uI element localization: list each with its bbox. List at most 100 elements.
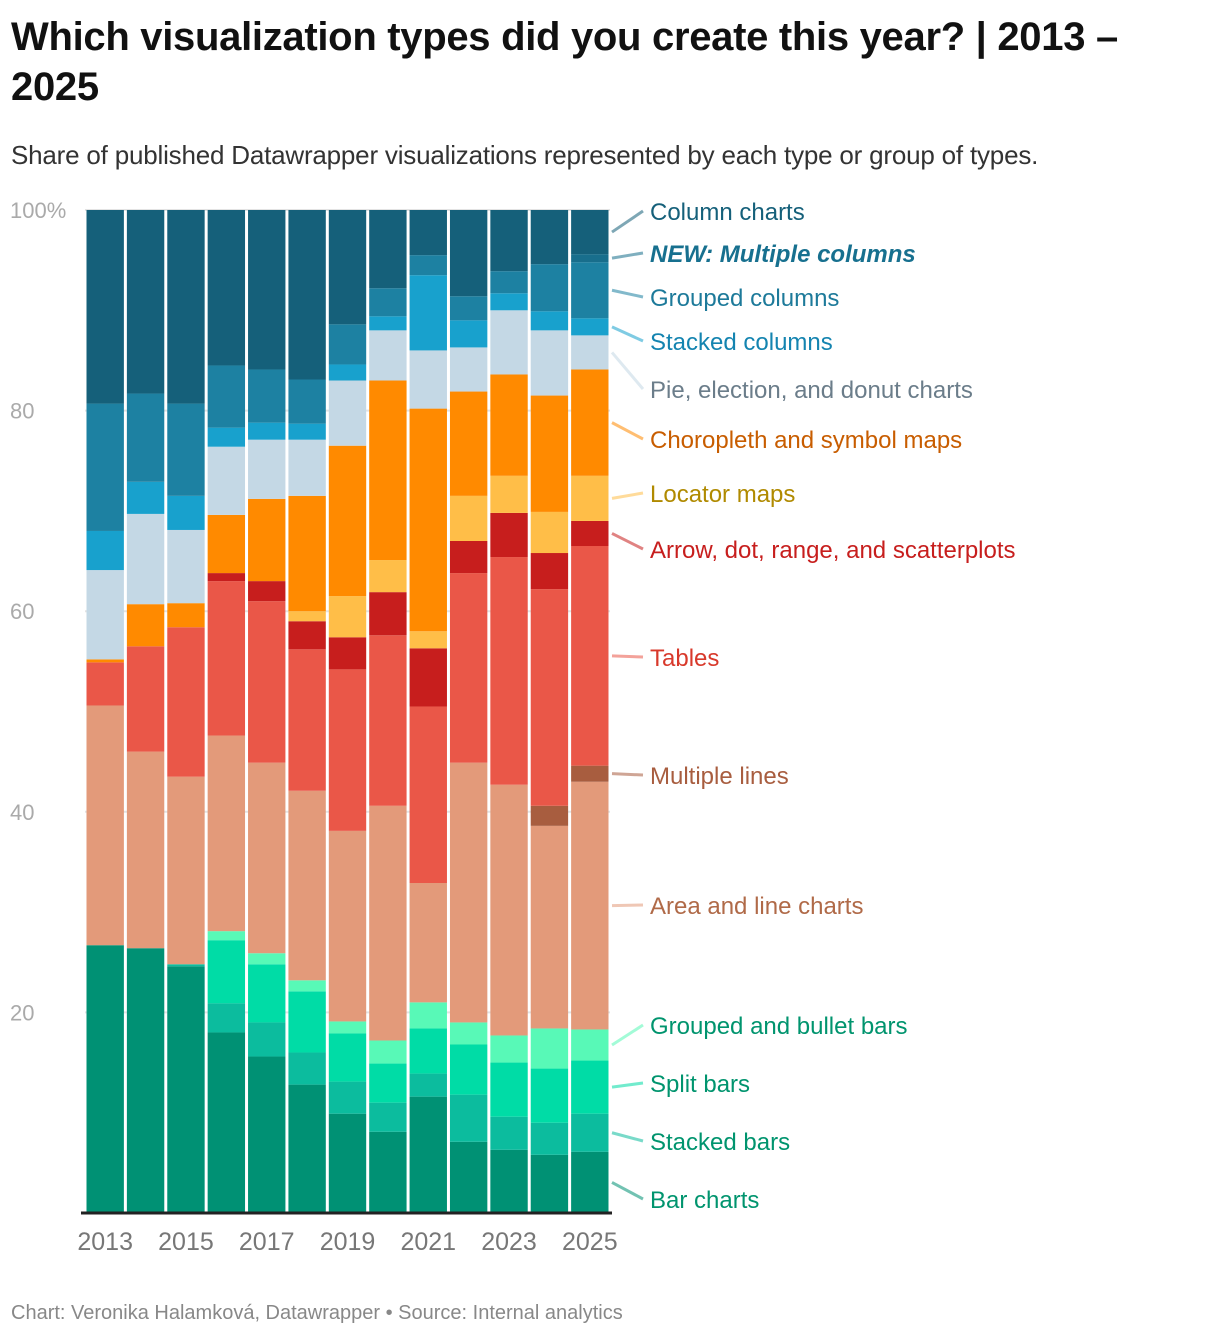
bar-segment xyxy=(86,945,124,1213)
bar-segment xyxy=(248,601,286,763)
bar-segment xyxy=(207,427,246,447)
bar-segment xyxy=(207,940,246,1004)
bar-segment xyxy=(288,649,326,791)
label-connector xyxy=(611,1023,644,1047)
bar-segment xyxy=(248,964,286,1023)
bar-segment xyxy=(369,210,407,289)
series-label: Stacked bars xyxy=(650,1129,790,1156)
y-tick-label: 60 xyxy=(10,599,34,624)
label-connector xyxy=(611,654,644,659)
label-connector xyxy=(611,903,644,908)
bar-segment xyxy=(288,423,326,440)
series-label: Grouped and bullet bars xyxy=(650,1013,908,1040)
bar-segment xyxy=(86,705,124,946)
bar-segment xyxy=(167,627,205,777)
bar-segment xyxy=(369,1063,407,1103)
y-tick-label: 40 xyxy=(10,800,34,825)
bar-segment xyxy=(369,592,407,636)
bar-segment xyxy=(571,781,609,1030)
bar-segment xyxy=(530,264,569,312)
bar-segment xyxy=(288,379,326,424)
bar-segment xyxy=(571,520,609,547)
bar-segment xyxy=(530,311,569,331)
bar-segment xyxy=(167,603,205,628)
bar-segment xyxy=(248,1022,286,1057)
bar-segment xyxy=(248,210,286,370)
bar-segment xyxy=(167,964,205,967)
series-label: Grouped columns xyxy=(650,285,839,312)
label-connector xyxy=(611,251,644,260)
bar-segment xyxy=(328,1033,367,1082)
bar-segment xyxy=(288,980,326,992)
bar-segment xyxy=(449,762,488,1023)
bar-segment xyxy=(490,210,528,272)
bar-segment xyxy=(409,255,447,276)
bar-segment xyxy=(530,1122,569,1155)
bar-segment xyxy=(288,210,326,380)
bar-segment xyxy=(328,324,367,365)
y-tick-label: 20 xyxy=(10,1000,34,1025)
bar-segment xyxy=(449,1022,488,1045)
label-connector xyxy=(611,772,644,777)
label-connector xyxy=(610,351,645,390)
label-connector xyxy=(611,1181,644,1201)
bar-segment xyxy=(328,445,367,597)
bar-segment xyxy=(328,380,367,446)
bar-segment xyxy=(207,931,246,941)
bar-segment xyxy=(449,573,488,763)
bar-segment xyxy=(328,1113,367,1213)
chart-subtitle: Share of published Datawrapper visualiza… xyxy=(11,140,1039,170)
bar-segment xyxy=(409,210,447,256)
bar-segment xyxy=(490,271,528,294)
bar-segment xyxy=(369,1040,407,1064)
bar-segment xyxy=(571,335,609,370)
bar-segment xyxy=(248,762,286,954)
series-label: Tables xyxy=(650,645,719,672)
series-label: Pie, election, and donut charts xyxy=(650,377,973,404)
x-tick-label: 2023 xyxy=(481,1228,537,1256)
bar-segment xyxy=(409,1028,447,1074)
bar-segment xyxy=(571,1151,609,1213)
bar-segment xyxy=(490,512,528,558)
label-connector xyxy=(611,209,644,234)
series-label: Choropleth and symbol maps xyxy=(650,427,962,454)
bar-segment xyxy=(530,330,569,396)
bar-segment xyxy=(490,784,528,1036)
bar-segment xyxy=(571,1113,609,1152)
bar-segment xyxy=(571,254,609,263)
y-tick-label: 80 xyxy=(10,399,34,424)
bar-segment xyxy=(449,495,488,541)
bar-segment xyxy=(449,347,488,392)
bar-segment xyxy=(490,475,528,513)
bar-segment xyxy=(530,511,569,554)
bars xyxy=(86,210,609,1213)
bar-segment xyxy=(207,735,246,932)
bar-segment xyxy=(369,805,407,1041)
bar-segment xyxy=(288,621,326,650)
label-connector xyxy=(611,325,644,343)
bar-segment xyxy=(490,1035,528,1063)
x-tick-label: 2017 xyxy=(239,1228,295,1256)
bar-segment xyxy=(288,1052,326,1085)
bar-segment xyxy=(328,596,367,638)
bar-segment xyxy=(449,1094,488,1142)
bar-segment xyxy=(328,637,367,670)
bar-segment xyxy=(126,481,165,514)
bar-segment xyxy=(328,210,367,325)
bar-segment xyxy=(207,573,246,582)
bar-segment xyxy=(86,210,124,404)
bar-segment xyxy=(248,422,286,440)
bar-segment xyxy=(449,1044,488,1095)
bar-segment xyxy=(207,1003,246,1033)
bar-segment xyxy=(126,513,165,605)
bar-segment xyxy=(571,210,609,255)
bar-segment xyxy=(369,288,407,317)
bar-segment xyxy=(530,395,569,512)
bar-segment xyxy=(449,296,488,321)
bar-segment xyxy=(207,514,246,574)
bar-segment xyxy=(571,1060,609,1114)
label-connector xyxy=(611,491,644,500)
series-label: Locator maps xyxy=(650,481,795,508)
x-tick-label: 2025 xyxy=(562,1228,618,1256)
x-tick-label: 2013 xyxy=(77,1228,133,1256)
